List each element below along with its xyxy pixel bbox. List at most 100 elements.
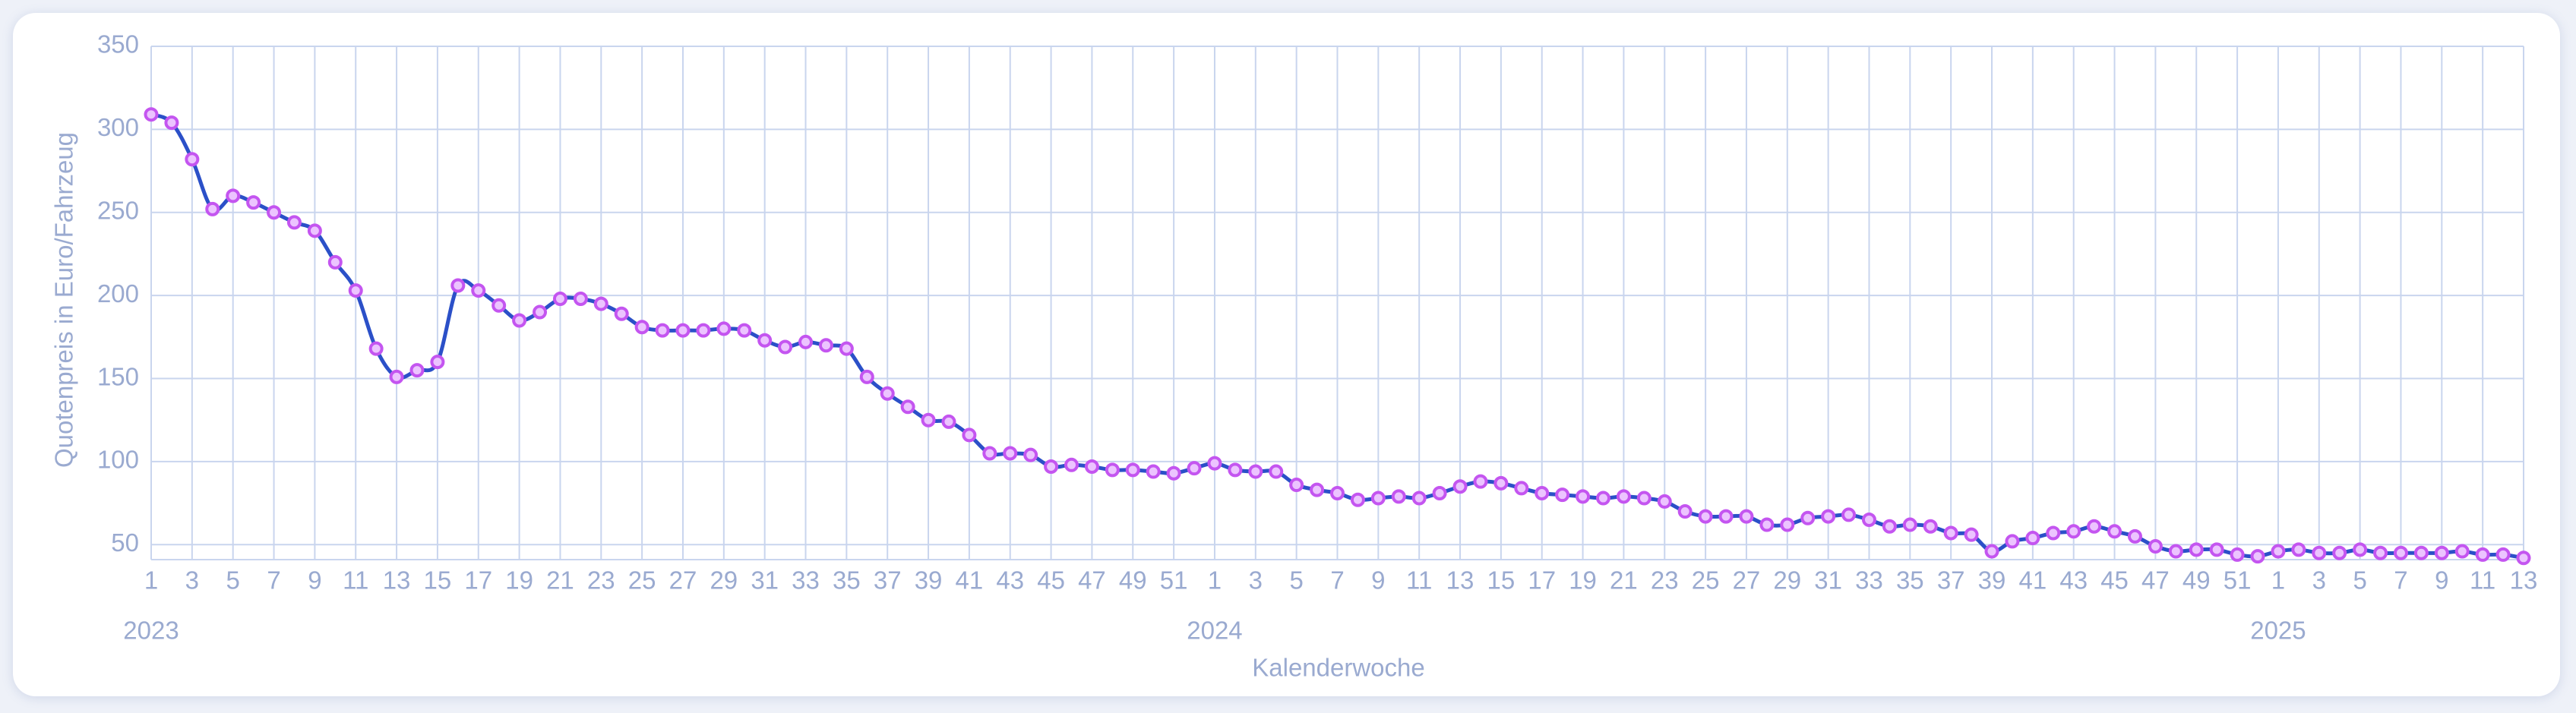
x-tick-label: 7 (267, 566, 280, 595)
point (2209, 542, 2224, 557)
point (880, 386, 895, 401)
x-tick-label: 3 (1249, 566, 1263, 595)
point (1821, 509, 1836, 524)
point (921, 412, 936, 427)
point (1023, 447, 1038, 462)
point (2413, 545, 2429, 560)
point (1902, 517, 1917, 532)
point (327, 254, 343, 270)
x-tick-label: 23 (1651, 566, 1679, 595)
x-tick-label: 37 (1937, 566, 1965, 595)
x-tick-label: 19 (505, 566, 533, 595)
x-tick-label: 17 (1528, 566, 1556, 595)
point (900, 399, 915, 415)
point (1923, 519, 1938, 534)
point (675, 323, 691, 338)
y-tick-label: 150 (97, 362, 139, 390)
x-tick-label: 49 (1119, 566, 1147, 595)
point (307, 223, 322, 238)
point (2250, 549, 2265, 564)
point (1841, 507, 1857, 522)
y-axis-title: Quotenpreis in Euro/Fahrzeug (50, 132, 78, 468)
x-tick-label: 3 (185, 566, 199, 595)
point (164, 115, 179, 131)
point (1370, 491, 1386, 506)
point (2454, 544, 2470, 559)
point (1698, 509, 1713, 524)
point (512, 313, 527, 328)
x-tick-label: 43 (2059, 566, 2088, 595)
point (1555, 487, 1570, 503)
x-tick-label: 9 (308, 566, 321, 595)
point (1350, 492, 1365, 507)
x-tick-label: 17 (464, 566, 492, 595)
y-tick-label: 300 (97, 113, 139, 141)
point (982, 446, 997, 461)
point (348, 283, 363, 298)
point (1759, 517, 1775, 532)
x-tick-label: 47 (2141, 566, 2170, 595)
year-label: 2024 (1187, 617, 1242, 645)
point (2005, 534, 2020, 549)
point (1636, 491, 1651, 506)
x-tick-label: 5 (2353, 566, 2366, 595)
point (1411, 491, 1427, 506)
point (1595, 491, 1610, 506)
x-tick-label: 13 (1446, 566, 1474, 595)
point (1166, 465, 1181, 481)
x-tick-label: 39 (915, 566, 943, 595)
point (1861, 512, 1876, 527)
point (2312, 545, 2327, 560)
point (634, 320, 650, 335)
point (2189, 542, 2204, 557)
x-tick-label: 31 (751, 566, 779, 595)
x-tick-label: 1 (144, 566, 158, 595)
x-tick-label: 51 (2224, 566, 2252, 595)
x-tick-label: 13 (2510, 566, 2538, 595)
point (430, 355, 445, 370)
x-tick-label: 41 (2019, 566, 2047, 595)
point (859, 369, 874, 384)
point (533, 304, 548, 320)
point (1514, 481, 1529, 496)
x-tick-label: 35 (1896, 566, 1924, 595)
point (2107, 524, 2122, 539)
point (757, 333, 773, 348)
point (1657, 494, 1672, 509)
point (1125, 462, 1140, 478)
x-axis-title: Kalenderwoche (1252, 654, 1425, 682)
point (409, 363, 425, 378)
x-tick-label: 25 (1692, 566, 1720, 595)
point (552, 292, 567, 307)
point (1289, 478, 1304, 493)
point (778, 339, 793, 355)
x-tick-label: 13 (383, 566, 411, 595)
point (573, 292, 588, 307)
point (2475, 547, 2490, 562)
x-tick-label: 19 (1569, 566, 1597, 595)
point (1493, 475, 1509, 491)
point (716, 321, 732, 336)
point (1452, 479, 1468, 494)
x-tick-label: 1 (2271, 566, 2285, 595)
point (593, 296, 608, 311)
point (286, 215, 302, 230)
point (1882, 519, 1897, 534)
point (1228, 462, 1243, 478)
point (696, 323, 711, 338)
point (2168, 544, 2183, 559)
point (941, 414, 956, 429)
point (2516, 551, 2531, 566)
point (1269, 464, 1284, 479)
point (2353, 542, 2368, 557)
x-tick-label: 27 (1733, 566, 1761, 595)
point (1576, 489, 1591, 504)
point (450, 278, 466, 293)
point (491, 298, 507, 313)
x-tick-label: 11 (1406, 566, 1432, 595)
point (1432, 485, 1447, 500)
x-tick-label: 15 (1487, 566, 1516, 595)
point (471, 283, 486, 298)
point (839, 341, 854, 356)
x-tick-label: 23 (587, 566, 615, 595)
